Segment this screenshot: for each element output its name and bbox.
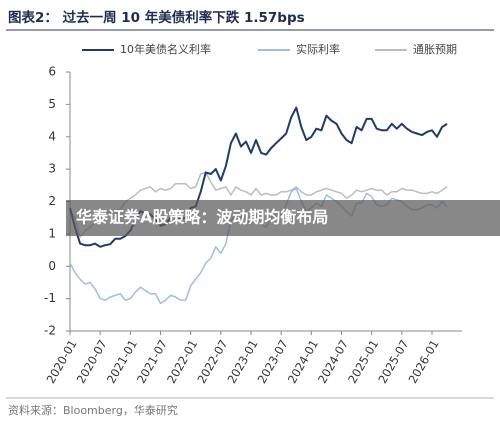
y-tick-label: 6	[48, 65, 56, 79]
legend-label: 通胀预期	[413, 43, 457, 56]
series-line	[69, 171, 448, 238]
chart-title: 图表2： 过去一周 10 年美债利率下跌 1.57bps	[8, 9, 305, 26]
y-tick-label: 3	[48, 162, 56, 176]
y-tick-label: 4	[48, 129, 56, 143]
y-tick-label: -1	[44, 291, 56, 305]
banner-text: 华泰证券A股策略：波动期均衡布局	[76, 208, 328, 227]
y-tick-label: 5	[48, 97, 56, 111]
y-tick-label: 0	[48, 259, 56, 273]
source-note: 资料来源：Bloomberg，华泰研究	[8, 403, 178, 417]
y-tick-label: 2	[48, 194, 56, 208]
legend-label: 10年美债名义利率	[120, 42, 211, 56]
banner-background	[66, 200, 500, 236]
y-tick-label: -2	[44, 324, 56, 338]
legend-label: 实际利率	[296, 42, 340, 56]
y-tick-label: 1	[48, 226, 56, 240]
